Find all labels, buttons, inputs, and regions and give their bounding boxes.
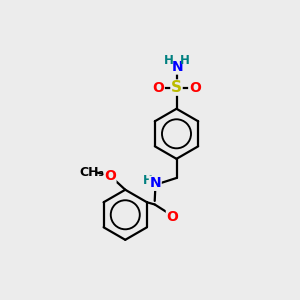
Text: O: O [167, 209, 178, 224]
Text: CH₃: CH₃ [79, 166, 104, 179]
Text: H: H [142, 174, 152, 188]
Text: O: O [104, 169, 116, 183]
Text: N: N [149, 176, 161, 190]
Text: N: N [171, 60, 183, 74]
Text: O: O [189, 81, 201, 94]
Text: H: H [180, 54, 190, 67]
Text: O: O [152, 81, 164, 94]
Text: S: S [171, 80, 182, 95]
Text: H: H [164, 54, 174, 67]
